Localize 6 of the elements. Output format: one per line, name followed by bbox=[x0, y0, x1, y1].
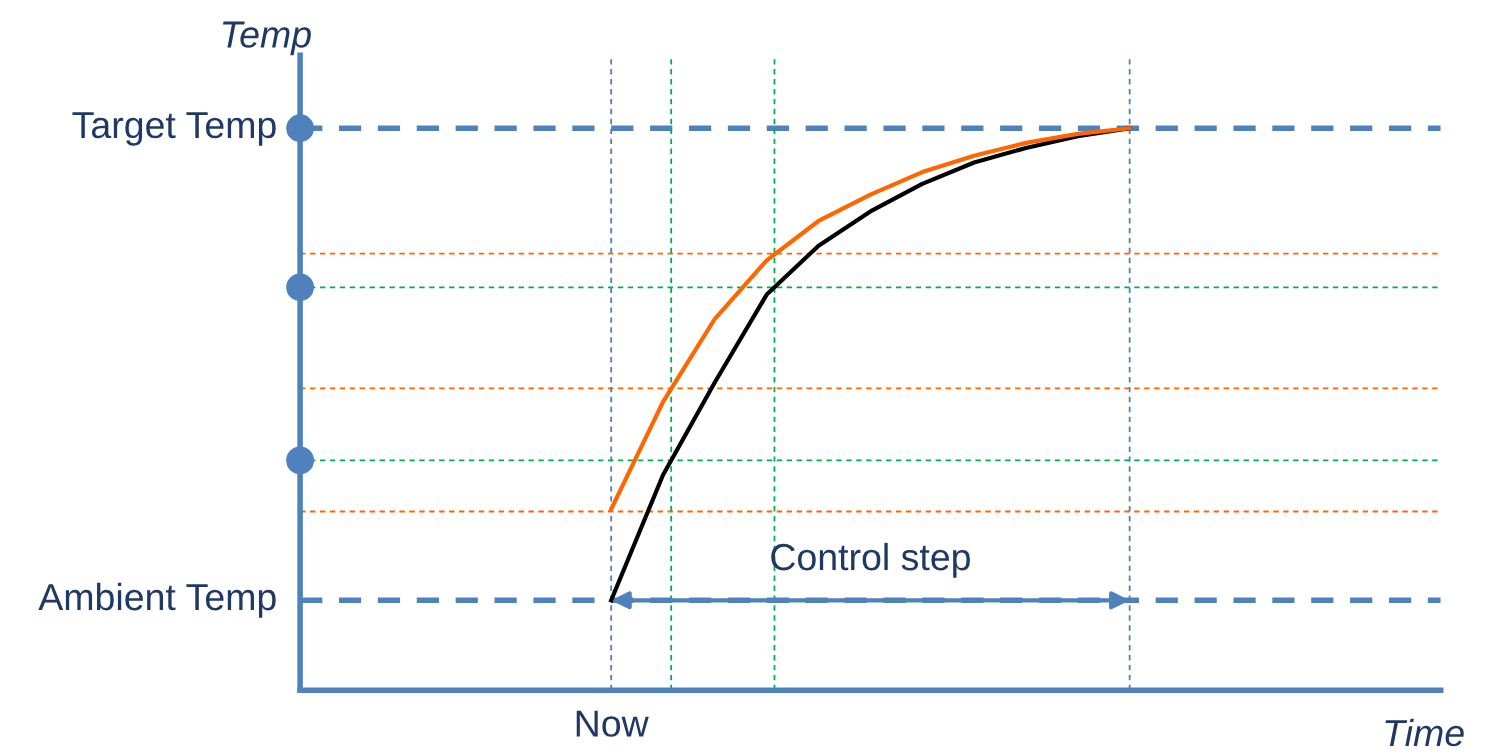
text: Now bbox=[576, 710, 649, 737]
ref-line-label: Ambient Temp bbox=[38, 582, 276, 618]
ref-line-label: Target Temp bbox=[72, 112, 276, 146]
x-axis-title: Time bbox=[1385, 718, 1464, 747]
annotation: Control step bbox=[771, 542, 970, 578]
y-axis-title: Temp bbox=[223, 21, 311, 56]
